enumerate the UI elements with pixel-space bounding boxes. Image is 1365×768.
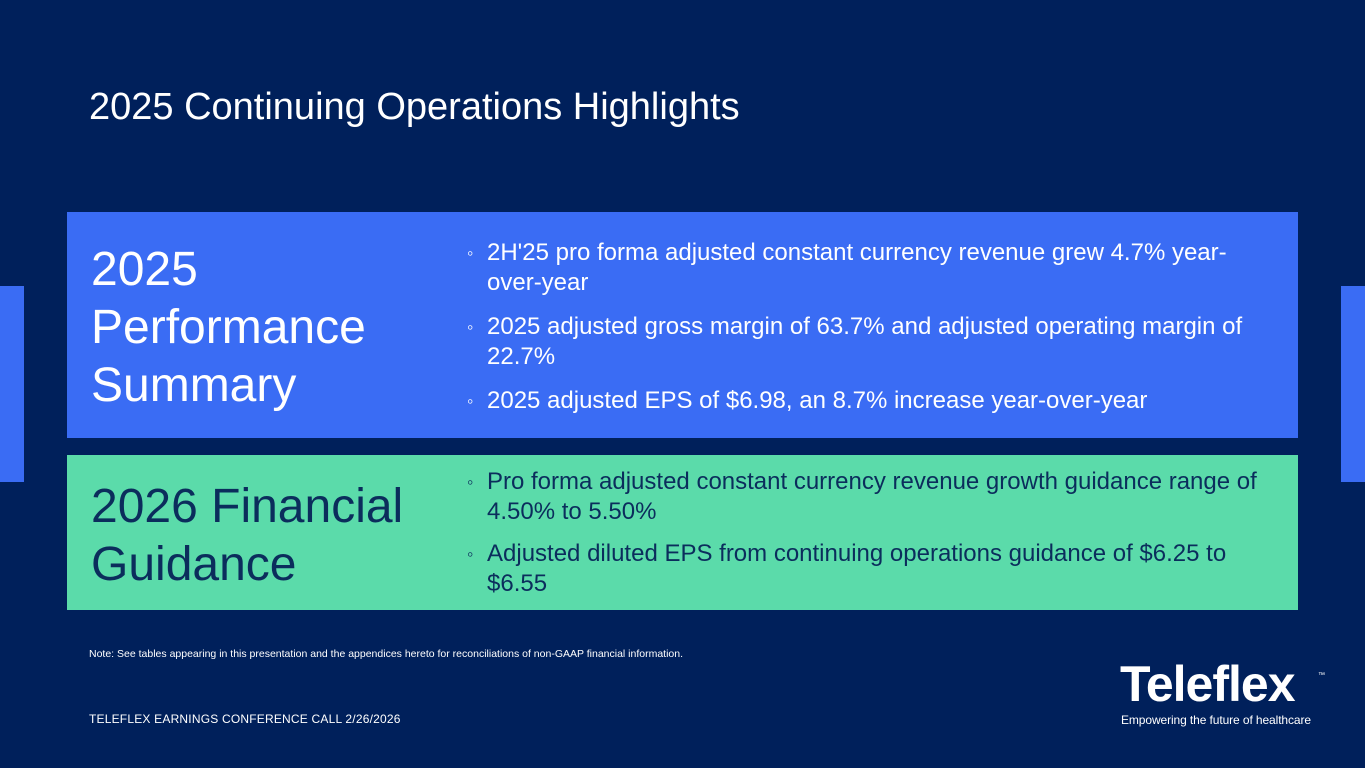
performance-bullet: ◦ 2025 adjusted gross margin of 63.7% an…	[467, 312, 1258, 372]
logo-tagline: Empowering the future of healthcare	[1121, 713, 1311, 727]
guidance-bullet-text: Pro forma adjusted constant currency rev…	[487, 468, 1257, 525]
left-accent-bar	[0, 286, 24, 482]
performance-bullet-text: 2025 adjusted gross margin of 63.7% and …	[487, 313, 1243, 370]
guidance-bullet-text: Adjusted diluted EPS from continuing ope…	[487, 540, 1227, 597]
bullet-circle-icon: ◦	[467, 544, 474, 564]
guidance-bullet-list: ◦ Pro forma adjusted constant currency r…	[467, 467, 1258, 611]
financial-guidance-heading: 2026 Financial Guidance	[91, 480, 404, 591]
bullet-circle-icon: ◦	[467, 317, 474, 337]
logo-wordmark: Teleflex	[1120, 656, 1295, 712]
performance-summary-heading: 2025 Performance Summary	[91, 243, 366, 412]
performance-bullet-text: 2H'25 pro forma adjusted constant curren…	[487, 239, 1227, 296]
performance-bullet: ◦ 2H'25 pro forma adjusted constant curr…	[467, 238, 1258, 298]
performance-summary-panel: 2025 Performance Summary ◦ 2H'25 pro for…	[67, 212, 1298, 438]
footnote-label: Note:	[89, 648, 115, 660]
slide-title: 2025 Continuing Operations Highlights	[89, 86, 740, 128]
teleflex-logo: Teleflex ™ Empowering the future of heal…	[1120, 656, 1332, 728]
footnote: Note: See tables appearing in this prese…	[89, 648, 683, 660]
financial-guidance-panel: 2026 Financial Guidance ◦ Pro forma adju…	[67, 455, 1298, 610]
bullet-circle-icon: ◦	[467, 472, 474, 492]
logo-trademark: ™	[1318, 672, 1325, 679]
performance-bullet-list: ◦ 2H'25 pro forma adjusted constant curr…	[467, 238, 1258, 430]
performance-bullet: ◦ 2025 adjusted EPS of $6.98, an 8.7% in…	[467, 386, 1258, 416]
guidance-bullet: ◦ Adjusted diluted EPS from continuing o…	[467, 539, 1258, 599]
footnote-text: See tables appearing in this presentatio…	[117, 648, 684, 660]
bullet-circle-icon: ◦	[467, 391, 474, 411]
guidance-bullet: ◦ Pro forma adjusted constant currency r…	[467, 467, 1258, 527]
right-accent-bar	[1341, 286, 1365, 482]
performance-bullet-text: 2025 adjusted EPS of $6.98, an 8.7% incr…	[487, 387, 1148, 414]
footer-text: TELEFLEX EARNINGS CONFERENCE CALL 2/26/2…	[89, 712, 401, 726]
bullet-circle-icon: ◦	[467, 243, 474, 263]
